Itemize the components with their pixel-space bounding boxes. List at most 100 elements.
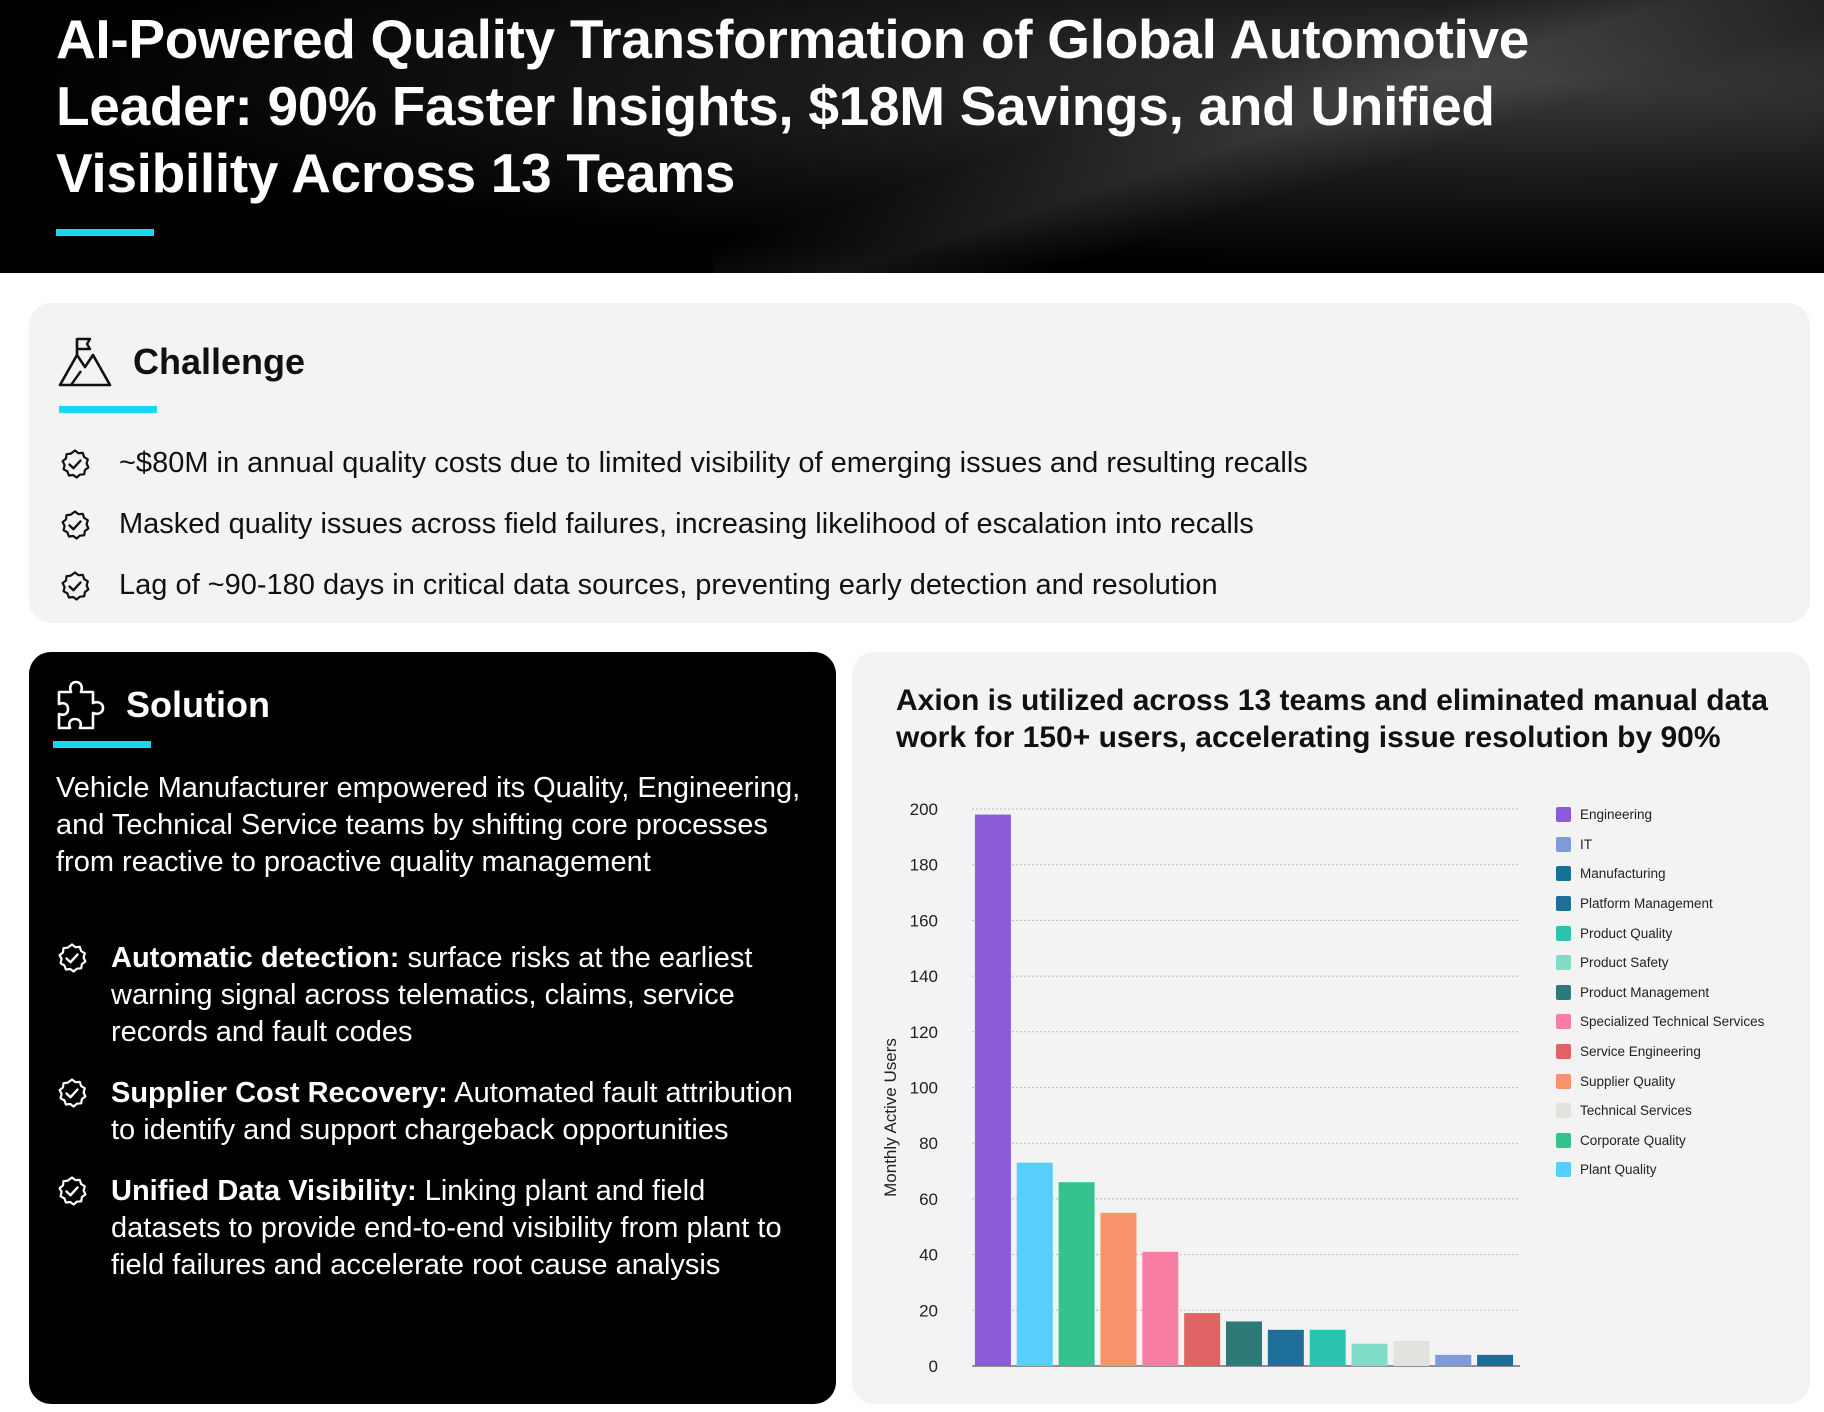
y-tick-label: 80 xyxy=(919,1134,938,1153)
solution-card: Solution Vehicle Manufacturer empowered … xyxy=(29,652,836,1404)
legend-label: Platform Management xyxy=(1580,896,1713,912)
solution-item-body: Automated fault attribution to identify … xyxy=(111,1077,793,1146)
legend-item: Technical Services xyxy=(1556,1096,1764,1126)
solution-item-text: Automatic detection: surface risks at th… xyxy=(111,940,811,1051)
hero-banner: AI-Powered Quality Transformation of Glo… xyxy=(0,0,1824,273)
legend-item: Manufacturing xyxy=(1556,859,1764,889)
legend-item: Specialized Technical Services xyxy=(1556,1007,1764,1037)
solution-item: Unified Data Visibility: Linking plant a… xyxy=(56,1173,816,1284)
check-badge-icon xyxy=(61,570,90,601)
legend-swatch xyxy=(1556,836,1571,852)
legend-swatch xyxy=(1556,807,1571,823)
bar-it xyxy=(1435,1354,1472,1366)
legend-swatch xyxy=(1556,1162,1571,1178)
challenge-list: ~$80M in annual quality costs due to lim… xyxy=(59,433,1308,616)
legend-swatch xyxy=(1556,1132,1571,1148)
bar-chart: 0 20 40 60 80 100 120 140 160 180 200 Monthly Activ… xyxy=(881,800,1520,1376)
y-tick-label: 180 xyxy=(910,856,938,875)
y-tick-label: 0 xyxy=(929,1357,938,1376)
legend-item: Plant Quality xyxy=(1556,1155,1764,1185)
y-tick-label: 200 xyxy=(910,800,938,819)
check-badge-icon xyxy=(61,448,90,479)
solution-item-title: Automatic detection: xyxy=(111,942,400,974)
bar-technical-services xyxy=(1393,1340,1430,1366)
legend-swatch xyxy=(1556,984,1571,1000)
legend-item: Product Quality xyxy=(1556,918,1764,948)
challenge-heading: Challenge xyxy=(133,341,306,382)
challenge-item: Masked quality issues across field failu… xyxy=(59,494,1308,555)
bar-specialized-technical-services xyxy=(1142,1251,1179,1366)
solution-list: Automatic detection: surface risks at th… xyxy=(56,940,816,1308)
check-badge-icon xyxy=(58,1176,87,1206)
check-badge-icon xyxy=(58,943,87,973)
y-tick-label: 160 xyxy=(910,911,938,930)
legend-label: Technical Services xyxy=(1580,1103,1692,1119)
legend-item: Engineering xyxy=(1556,800,1764,830)
y-tick-label: 100 xyxy=(910,1079,938,1098)
challenge-item: ~$80M in annual quality costs due to lim… xyxy=(59,433,1308,494)
legend-swatch xyxy=(1556,896,1571,912)
puzzle-piece-icon xyxy=(57,680,105,730)
challenge-item-text: Lag of ~90-180 days in critical data sou… xyxy=(119,569,1218,601)
y-tick-label: 20 xyxy=(919,1301,938,1320)
legend-swatch xyxy=(1556,1044,1571,1060)
legend-label: Engineering xyxy=(1580,807,1653,823)
bar-product-quality xyxy=(1309,1329,1346,1366)
y-tick-label: 60 xyxy=(919,1190,938,1209)
check-badge-icon xyxy=(61,509,90,540)
bar-plant-quality xyxy=(1016,1162,1053,1366)
legend-item: Product Management xyxy=(1556,978,1764,1008)
solution-intro: Vehicle Manufacturer empowered its Quali… xyxy=(56,772,801,878)
bar-manufacturing xyxy=(1477,1354,1514,1366)
chart-title: Axion is utilized across 13 teams and el… xyxy=(896,684,1768,754)
bar-engineering xyxy=(974,814,1011,1366)
page-title: AI-Powered Quality Transformation of Glo… xyxy=(56,8,1530,204)
bar-platform-management xyxy=(1267,1329,1304,1366)
legend-swatch xyxy=(1556,866,1571,882)
legend-label: Service Engineering xyxy=(1580,1044,1701,1060)
challenge-card: Challenge ~$80M in annual quality costs … xyxy=(29,303,1810,623)
mountain-flag-icon xyxy=(58,337,112,387)
legend-label: Product Management xyxy=(1580,984,1710,1000)
solution-item: Automatic detection: surface risks at th… xyxy=(56,940,816,1051)
solution-accent-bar xyxy=(53,741,151,748)
solution-item-title: Unified Data Visibility: xyxy=(111,1175,417,1207)
legend-label: Corporate Quality xyxy=(1580,1132,1686,1148)
solution-item-body: surface risks at the earliest warning si… xyxy=(111,942,753,1048)
challenge-accent-bar xyxy=(59,406,157,413)
y-tick-label: 120 xyxy=(910,1023,938,1042)
solution-heading: Solution xyxy=(126,684,270,725)
y-axis-label: Monthly Active Users xyxy=(881,1038,900,1197)
y-tick-label: 140 xyxy=(910,967,938,986)
legend-item: IT xyxy=(1556,830,1764,860)
chart-card: Axion is utilized across 13 teams and el… xyxy=(852,652,1810,1404)
legend-swatch xyxy=(1556,1014,1571,1030)
legend-label: Supplier Quality xyxy=(1580,1073,1676,1089)
bar-supplier-quality xyxy=(1100,1212,1137,1366)
bar-product-management xyxy=(1226,1321,1262,1366)
legend-label: Product Safety xyxy=(1580,955,1669,971)
legend-swatch xyxy=(1556,955,1571,971)
legend-label: Manufacturing xyxy=(1580,866,1666,882)
legend-label: Plant Quality xyxy=(1580,1162,1657,1178)
legend-item: Supplier Quality xyxy=(1556,1066,1764,1096)
legend-item: Corporate Quality xyxy=(1556,1126,1764,1156)
legend-item: Product Safety xyxy=(1556,948,1764,978)
check-badge-icon xyxy=(58,1078,87,1108)
solution-item-text: Supplier Cost Recovery: Automated fault … xyxy=(111,1075,811,1149)
solution-item: Supplier Cost Recovery: Automated fault … xyxy=(56,1075,816,1149)
legend-item: Service Engineering xyxy=(1556,1037,1764,1067)
solution-item-body: Linking plant and field datasets to prov… xyxy=(111,1175,782,1281)
solution-item-text: Unified Data Visibility: Linking plant a… xyxy=(111,1173,811,1284)
legend-swatch xyxy=(1556,1103,1571,1119)
legend-swatch xyxy=(1556,1073,1571,1089)
legend-item: Platform Management xyxy=(1556,889,1764,919)
bar-service-engineering xyxy=(1184,1313,1221,1366)
legend-label: Product Quality xyxy=(1580,925,1673,941)
legend-label: IT xyxy=(1580,836,1592,852)
challenge-item-text: ~$80M in annual quality costs due to lim… xyxy=(119,447,1308,479)
legend-label: Specialized Technical Services xyxy=(1580,1014,1765,1030)
chart-legend: Engineering IT Manufacturing Platform Manag… xyxy=(1556,800,1764,1185)
challenge-item: Lag of ~90-180 days in critical data sou… xyxy=(59,555,1308,616)
title-accent-bar xyxy=(56,229,154,236)
